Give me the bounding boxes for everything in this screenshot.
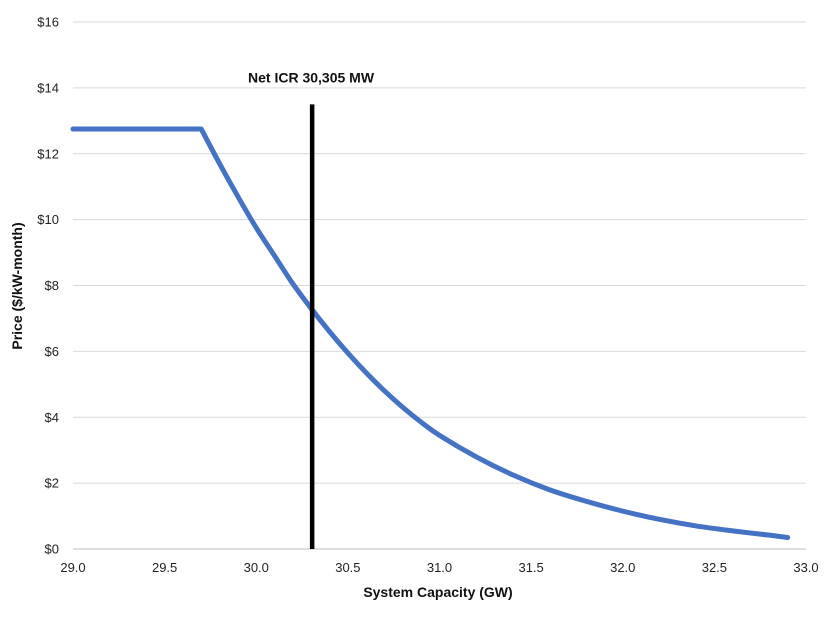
y-tick-label: $4	[45, 410, 59, 425]
y-axis-ticks: $0 $2 $4 $6 $8 $10 $12 $14 $16	[37, 15, 59, 557]
grid-lines	[73, 21, 806, 484]
annotation-group: Net ICR 30,305 MW	[248, 69, 375, 549]
x-tick-label: 31.5	[518, 560, 543, 575]
series-group	[70, 126, 791, 540]
x-tick-label: 32.0	[610, 560, 635, 575]
x-tick-label: 33.0	[793, 560, 818, 575]
x-tick-label: 30.0	[244, 560, 269, 575]
y-tick-label: $10	[37, 212, 59, 227]
x-axis-ticks: 29.0 29.5 30.0 30.5 31.0 31.5 32.0 32.5 33.0	[60, 560, 818, 575]
y-axis-title: Price ($/kW-month)	[9, 222, 25, 349]
x-axis-title: System Capacity (GW)	[363, 584, 512, 600]
y-tick-label: $0	[45, 542, 59, 557]
y-tick-label: $6	[45, 344, 59, 359]
x-tick-label: 32.5	[702, 560, 727, 575]
series-line-0	[70, 126, 791, 540]
y-tick-label: $2	[45, 476, 59, 491]
y-tick-label: $12	[37, 146, 59, 161]
x-tick-label: 29.5	[152, 560, 177, 575]
x-tick-label: 31.0	[427, 560, 452, 575]
x-tick-label: 30.5	[335, 560, 360, 575]
x-tick-label: 29.0	[60, 560, 85, 575]
net-icr-label: Net ICR 30,305 MW	[248, 69, 375, 85]
y-tick-label: $8	[45, 278, 59, 293]
y-tick-label: $14	[37, 80, 59, 95]
y-tick-label: $16	[37, 15, 59, 30]
